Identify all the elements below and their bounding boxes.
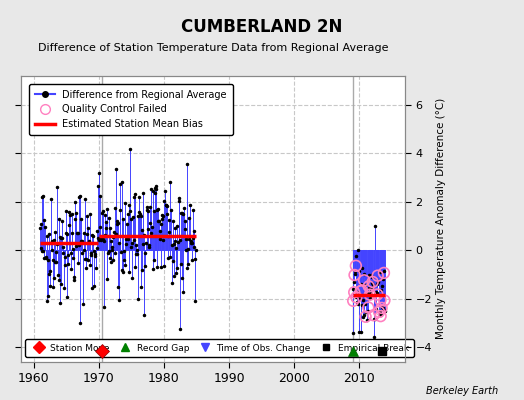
Point — [349, 298, 357, 304]
Point — [366, 292, 374, 298]
Point — [376, 297, 385, 303]
Point — [376, 313, 385, 319]
Point — [365, 283, 373, 290]
Point — [369, 312, 378, 318]
Point — [375, 309, 383, 315]
Point — [364, 304, 373, 311]
Title: Difference of Station Temperature Data from Regional Average: Difference of Station Temperature Data f… — [38, 43, 388, 53]
Legend: Station Move, Record Gap, Time of Obs. Change, Empirical Break: Station Move, Record Gap, Time of Obs. C… — [25, 339, 413, 357]
Point — [360, 277, 368, 284]
Point — [352, 294, 361, 300]
Point — [356, 288, 365, 294]
Point — [373, 291, 381, 298]
Point — [380, 297, 389, 304]
Text: CUMBERLAND 2N: CUMBERLAND 2N — [181, 18, 343, 36]
Point — [351, 272, 359, 278]
Point — [362, 314, 370, 320]
Point — [377, 305, 386, 311]
Point — [368, 279, 377, 285]
Point — [374, 272, 382, 279]
Point — [350, 289, 358, 296]
Y-axis label: Monthly Temperature Anomaly Difference (°C): Monthly Temperature Anomaly Difference (… — [436, 98, 446, 340]
Point — [352, 262, 360, 269]
Point — [380, 270, 388, 276]
Point — [358, 287, 366, 294]
Text: Berkeley Earth: Berkeley Earth — [425, 386, 498, 396]
